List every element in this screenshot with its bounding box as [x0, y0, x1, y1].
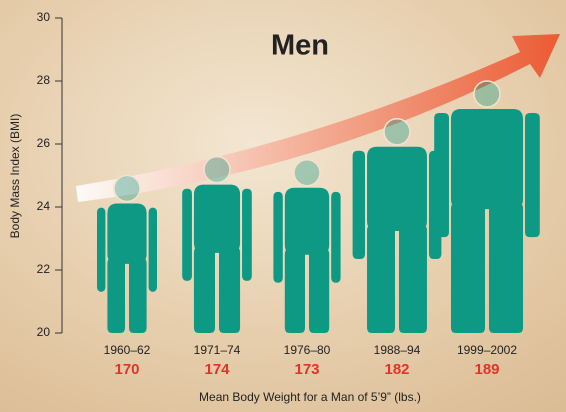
figure-head: [294, 160, 320, 186]
y-tick-label: 28: [37, 73, 51, 87]
x-axis-label: Mean Body Weight for a Man of 5’9” (lbs.…: [199, 390, 421, 404]
figure-head: [114, 176, 140, 202]
y-tick-label: 20: [37, 325, 51, 339]
chart-title: Men: [271, 30, 329, 62]
x-tick-label: 1988–94: [374, 343, 421, 357]
weight-label: 170: [114, 361, 139, 378]
y-tick-label: 30: [37, 10, 51, 24]
y-tick-label: 26: [37, 136, 51, 150]
weight-label: 182: [384, 361, 409, 378]
y-axis-label: Body Mass Index (BMI): [8, 114, 22, 239]
weight-label: 173: [294, 361, 319, 378]
weight-label: 189: [474, 361, 499, 378]
y-tick-label: 22: [37, 262, 51, 276]
figure-head: [204, 157, 230, 183]
y-tick-label: 24: [37, 199, 51, 213]
weight-label: 174: [204, 361, 230, 378]
x-tick-label: 1960–62: [104, 343, 151, 357]
x-tick-label: 1971–74: [194, 343, 241, 357]
x-tick-label: 1999–2002: [457, 343, 517, 357]
figure-head: [384, 119, 410, 145]
x-tick-label: 1976–80: [284, 343, 331, 357]
chart: Men Body Mass Index (BMI) Mean Body Weig…: [0, 0, 566, 412]
figure-head: [474, 81, 500, 107]
